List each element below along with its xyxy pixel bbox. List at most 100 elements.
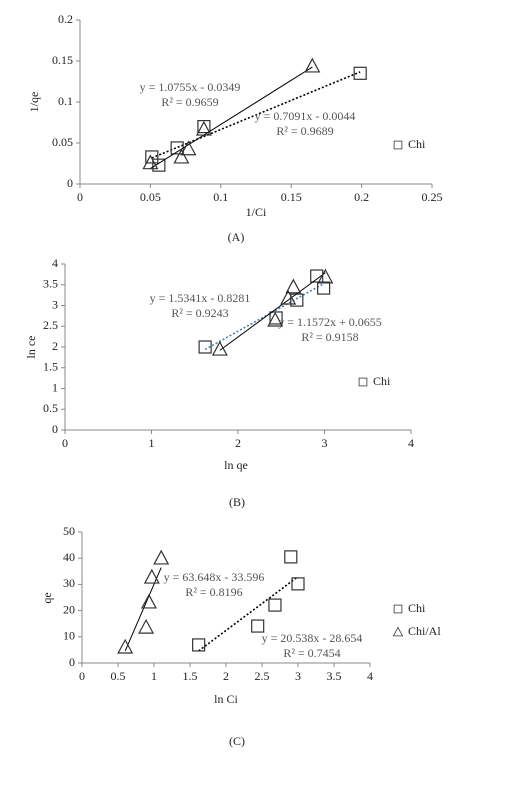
trendline-equation: y = 63.648x - 33.596 xyxy=(164,570,265,584)
trendline xyxy=(151,71,361,159)
x-tick-label: 2 xyxy=(235,436,241,450)
y-tick-label: 2.5 xyxy=(43,318,58,332)
trendline-equation: y = 1.0755x - 0.0349 xyxy=(140,80,241,94)
y-tick-label: 0.05 xyxy=(52,135,73,149)
y-tick-label: 40 xyxy=(63,550,75,564)
data-point xyxy=(152,158,166,172)
legend-marker xyxy=(393,604,403,614)
y-tick-label: 0 xyxy=(67,176,73,190)
data-point xyxy=(197,119,211,134)
data-point xyxy=(304,57,321,73)
data-point xyxy=(285,278,302,294)
x-tick-label: 0.15 xyxy=(281,190,302,204)
data-point xyxy=(173,148,190,164)
data-point xyxy=(211,340,228,356)
data-point xyxy=(268,598,282,612)
trendline-r2: R² = 0.9659 xyxy=(161,95,218,109)
x-axis-label: 1/Ci xyxy=(246,205,267,219)
x-axis-label: ln qe xyxy=(224,458,248,472)
trendline-equation: y = 1.1572x + 0.0655 xyxy=(278,315,382,329)
trendline-equation: y = 1.5341x - 0.8281 xyxy=(150,291,251,305)
trendline-r2: R² = 0.7454 xyxy=(283,646,340,660)
y-tick-label: 20 xyxy=(63,602,75,616)
y-tick-label: 0.1 xyxy=(58,94,73,108)
y-tick-label: 3.5 xyxy=(43,277,58,291)
caption: (C) xyxy=(229,734,245,748)
caption: (B) xyxy=(229,495,245,509)
x-tick-label: 0.05 xyxy=(140,190,161,204)
legend-label: Chi xyxy=(408,601,426,615)
legend-marker xyxy=(392,626,404,637)
data-point xyxy=(153,549,170,565)
trendline xyxy=(204,282,325,351)
x-tick-label: 0.2 xyxy=(354,190,369,204)
caption: (A) xyxy=(228,230,245,244)
y-tick-label: 0.15 xyxy=(52,53,73,67)
data-point xyxy=(143,568,160,584)
y-tick-label: 0 xyxy=(69,655,75,669)
x-tick-label: 0.1 xyxy=(213,190,228,204)
data-point xyxy=(284,550,298,564)
trendline-r2: R² = 0.8196 xyxy=(185,585,242,599)
data-point xyxy=(145,150,159,164)
trendline-r2: R² = 0.9158 xyxy=(301,330,358,344)
x-tick-label: 2.5 xyxy=(255,669,270,683)
legend-marker xyxy=(358,377,368,387)
data-point xyxy=(140,593,157,609)
y-tick-label: 10 xyxy=(63,629,75,643)
y-axis-label: ln ce xyxy=(24,336,38,359)
trendline xyxy=(219,272,326,351)
legend-label: Chi/Al xyxy=(408,624,441,638)
data-point xyxy=(117,638,134,654)
x-axis-label: ln Ci xyxy=(214,692,238,706)
data-point xyxy=(198,340,212,354)
trendline xyxy=(150,66,313,169)
data-point xyxy=(280,289,297,305)
y-tick-label: 0.2 xyxy=(58,12,73,26)
data-point xyxy=(353,66,367,80)
legend-label: Chi xyxy=(408,137,426,151)
x-tick-label: 0 xyxy=(77,190,83,204)
data-point xyxy=(267,311,284,327)
data-point xyxy=(317,268,334,284)
y-tick-label: 1.5 xyxy=(43,360,58,374)
y-tick-label: 0 xyxy=(52,422,58,436)
x-tick-label: 1 xyxy=(151,669,157,683)
data-point xyxy=(317,281,331,295)
data-point xyxy=(195,120,212,136)
y-axis-label: 1/qe xyxy=(27,92,41,113)
trendline-r2: R² = 0.9689 xyxy=(276,124,333,138)
x-tick-label: 3 xyxy=(322,436,328,450)
trendline xyxy=(124,567,162,652)
x-tick-label: 0.5 xyxy=(111,669,126,683)
x-tick-label: 4 xyxy=(367,669,373,683)
data-point xyxy=(138,618,155,634)
trendline-equation: y = 20.538x - 28.654 xyxy=(262,631,363,645)
y-tick-label: 50 xyxy=(63,524,75,538)
x-tick-label: 1.5 xyxy=(183,669,198,683)
x-tick-label: 0.25 xyxy=(422,190,443,204)
x-tick-label: 3.5 xyxy=(327,669,342,683)
trendline-r2: R² = 0.9243 xyxy=(171,306,228,320)
data-point xyxy=(142,154,159,170)
x-tick-label: 1 xyxy=(149,436,155,450)
x-tick-label: 0 xyxy=(62,436,68,450)
x-tick-label: 3 xyxy=(295,669,301,683)
y-tick-label: 2 xyxy=(52,339,58,353)
y-tick-label: 0.5 xyxy=(43,401,58,415)
y-tick-label: 4 xyxy=(52,256,58,270)
y-tick-label: 3 xyxy=(52,297,58,311)
legend-marker xyxy=(393,140,403,150)
data-point xyxy=(180,140,197,156)
data-point xyxy=(192,638,206,652)
x-tick-label: 0 xyxy=(79,669,85,683)
legend-label: Chi xyxy=(373,374,391,388)
x-tick-label: 4 xyxy=(408,436,414,450)
trendline-equation: y = 0.7091x - 0.0044 xyxy=(255,109,356,123)
y-axis-label: qe xyxy=(40,592,54,603)
trendline xyxy=(198,576,299,652)
y-tick-label: 1 xyxy=(52,380,58,394)
data-point xyxy=(291,577,305,591)
y-tick-label: 30 xyxy=(63,576,75,590)
